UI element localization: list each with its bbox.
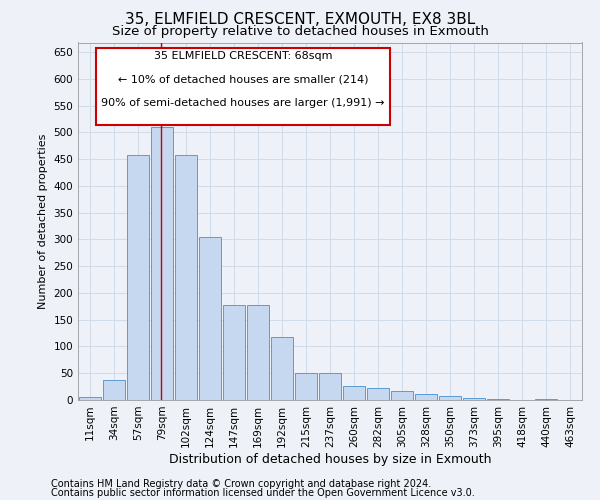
Text: Contains public sector information licensed under the Open Government Licence v3: Contains public sector information licen… <box>51 488 475 498</box>
Bar <box>103 380 125 400</box>
Bar <box>391 391 413 400</box>
Bar <box>439 396 461 400</box>
Text: 90% of semi-detached houses are larger (1,991) →: 90% of semi-detached houses are larger (… <box>101 98 385 108</box>
X-axis label: Distribution of detached houses by size in Exmouth: Distribution of detached houses by size … <box>169 452 491 466</box>
Bar <box>343 386 365 400</box>
Bar <box>463 398 485 400</box>
Bar <box>415 394 437 400</box>
Bar <box>319 373 341 400</box>
Text: 35 ELMFIELD CRESCENT: 68sqm: 35 ELMFIELD CRESCENT: 68sqm <box>154 52 332 62</box>
FancyBboxPatch shape <box>95 48 391 124</box>
Bar <box>79 398 101 400</box>
Bar <box>223 304 245 400</box>
Text: 35, ELMFIELD CRESCENT, EXMOUTH, EX8 3BL: 35, ELMFIELD CRESCENT, EXMOUTH, EX8 3BL <box>125 12 475 28</box>
Bar <box>199 237 221 400</box>
Bar <box>271 338 293 400</box>
Text: Size of property relative to detached houses in Exmouth: Size of property relative to detached ho… <box>112 25 488 38</box>
Bar <box>367 388 389 400</box>
Y-axis label: Number of detached properties: Number of detached properties <box>38 134 48 309</box>
Text: Contains HM Land Registry data © Crown copyright and database right 2024.: Contains HM Land Registry data © Crown c… <box>51 479 431 489</box>
Bar <box>247 304 269 400</box>
Text: ← 10% of detached houses are smaller (214): ← 10% of detached houses are smaller (21… <box>118 74 368 85</box>
Bar <box>295 373 317 400</box>
Bar <box>151 126 173 400</box>
Bar <box>127 156 149 400</box>
Bar <box>175 156 197 400</box>
